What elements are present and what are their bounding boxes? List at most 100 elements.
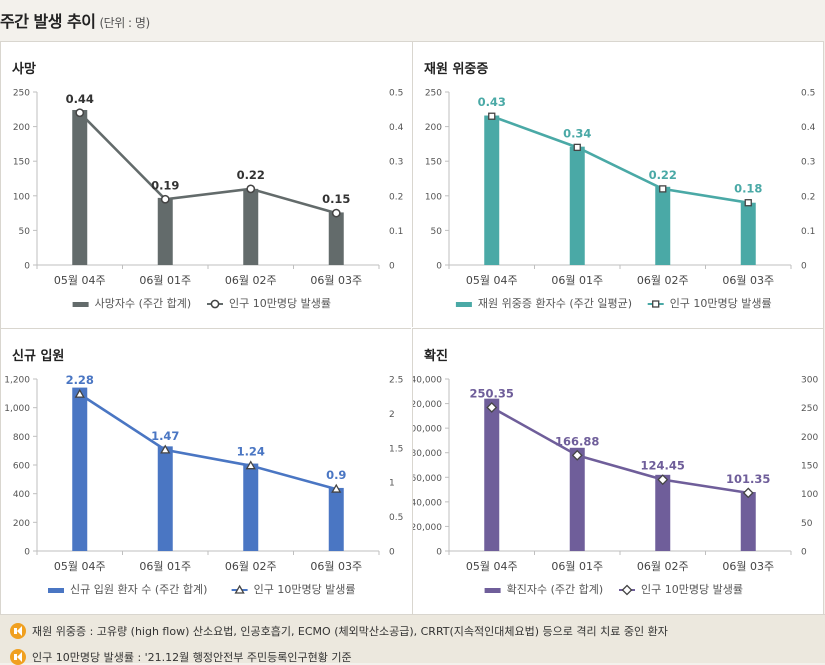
bar (157, 197, 173, 265)
line-marker (742, 487, 754, 499)
y-tick-label-right: 0.4 (389, 123, 404, 133)
y-tick-label-left: 150 (13, 158, 30, 168)
y-tick-label-left: 400 (13, 490, 30, 500)
footnote-text: 재원 위중증 : 고유량 (high flow) 산소요법, 인공호흡기, EC… (32, 625, 668, 638)
bar (328, 212, 344, 265)
legend-label-line: 인구 10만명당 발생률 (229, 297, 331, 310)
y-tick-label-right: 200 (801, 433, 818, 443)
y-tick-label-right: 0.1 (389, 227, 403, 237)
chart-svg-admission: 0 200 400 600 800 1,000 1,200 0 0.5 1 1.5 2 2.5 05월 0… (4, 373, 403, 596)
data-label: 0.43 (478, 95, 506, 109)
line-marker (486, 402, 498, 413)
y-tick-label-left: 200 (425, 123, 442, 133)
y-tick-label-right: 0.1 (801, 227, 815, 237)
page-title: 주간 발생 추이 (단위 : 명) (0, 8, 150, 32)
y-tick-label-right: 0.3 (389, 158, 403, 168)
bar (72, 387, 88, 551)
y-tick-label-left: 1,000 (4, 404, 30, 414)
y-tick-label-right: 150 (801, 462, 818, 472)
legend-label-bar: 신규 입원 환자 수 (주간 합계) (70, 583, 207, 596)
y-tick-label-right: 300 (801, 376, 818, 386)
legend-label-line: 인구 10만명당 발생률 (254, 583, 356, 596)
y-tick-label-right: 0.5 (801, 89, 815, 99)
y-tick-label-left: 80,000 (413, 449, 442, 459)
y-tick-label-left: 20,000 (413, 523, 442, 533)
line-marker (331, 483, 342, 493)
y-tick-label-left: 100 (13, 192, 30, 202)
data-label: 101.35 (726, 472, 770, 486)
line-marker (246, 184, 256, 194)
footnote-item: 재원 위중증 : 고유량 (high flow) 산소요법, 인공호흡기, EC… (10, 623, 668, 639)
series-line (78, 111, 337, 215)
bar (157, 446, 173, 551)
y-tick-label-left: 0 (436, 548, 442, 558)
footnotes: 재원 위중증 : 고유량 (high flow) 산소요법, 인공호흡기, EC… (0, 614, 825, 665)
y-tick-label-left: 250 (13, 89, 30, 99)
x-tick-label: 06월 01주 (551, 560, 603, 573)
y-tick-label-right: 0 (389, 548, 395, 558)
line-marker (160, 444, 171, 454)
y-tick-label-left: 1,200 (4, 376, 30, 386)
line-marker (75, 108, 85, 118)
x-tick-label: 06월 03주 (722, 274, 774, 287)
x-tick-label: 06월 01주 (551, 274, 603, 287)
legend-marker (234, 584, 245, 594)
panel-title: 확진 (424, 349, 448, 364)
data-label: 0.19 (151, 178, 179, 192)
x-tick-label: 06월 02주 (637, 560, 689, 573)
bar (243, 188, 259, 265)
chart-panel-severe: 재원 위중증 0 50 100 150 200 250 0 0.1 0.2 0.3 0.4 0.5 05… (412, 42, 823, 327)
line-marker (331, 208, 341, 218)
speaker-icon (10, 649, 26, 665)
panel-title: 신규 입원 (12, 349, 65, 364)
x-tick-label: 06월 03주 (310, 274, 362, 287)
y-tick-label-left: 60,000 (413, 474, 442, 484)
bar (243, 463, 259, 551)
data-label: 0.34 (563, 126, 591, 140)
data-label: 0.22 (649, 168, 677, 182)
y-tick-label-right: 250 (801, 404, 818, 414)
y-tick-label-right: 0.3 (801, 158, 815, 168)
page-title-unit: (단위 : 명) (99, 16, 150, 30)
speaker-icon (10, 623, 26, 639)
chart-grid: 사망 0 50 100 150 200 250 0 0.1 0.2 0.3 0.4 0.5 05월 04… (0, 41, 824, 615)
chart-panel-admission: 신규 입원 0 200 400 600 800 1,000 1,200 0 0.5 1 1.5 2 2.… (1, 328, 411, 614)
y-tick-label-right: 1 (389, 479, 395, 489)
chart-panel-death: 사망 0 50 100 150 200 250 0 0.1 0.2 0.3 0.4 0.5 05월 04… (1, 42, 411, 327)
x-tick-label: 06월 02주 (225, 274, 277, 287)
x-tick-label: 06월 02주 (225, 560, 277, 573)
y-tick-label-right: 0 (389, 262, 395, 272)
panel-title: 재원 위중증 (424, 62, 489, 77)
bar (569, 146, 585, 265)
y-tick-label-left: 600 (13, 462, 30, 472)
data-label: 0.44 (66, 92, 94, 106)
legend-swatch-bar (484, 588, 501, 593)
y-tick-label-right: 0 (801, 262, 807, 272)
legend-marker (210, 299, 220, 309)
y-tick-label-left: 50 (431, 227, 443, 237)
x-tick-label: 05월 04주 (466, 274, 518, 287)
x-tick-label: 06월 03주 (310, 560, 362, 573)
y-tick-label-left: 40,000 (413, 498, 442, 508)
y-tick-label-left: 0 (24, 548, 30, 558)
y-tick-label-left: 250 (425, 89, 442, 99)
y-tick-label-right: 50 (801, 519, 813, 529)
panel-title: 사망 (12, 62, 36, 77)
y-tick-label-right: 0.5 (389, 89, 403, 99)
footnote-item: 인구 10만명당 발생률 : '21.12월 행정안전부 주민등록인구현황 기준 (10, 649, 352, 665)
data-label: 0.15 (322, 192, 350, 206)
legend-label-bar: 사망자수 (주간 합계) (95, 297, 192, 310)
y-tick-label-right: 0.2 (389, 192, 403, 202)
bar (484, 115, 500, 265)
x-tick-label: 06월 03주 (722, 560, 774, 573)
line-marker (74, 388, 85, 398)
line-marker (245, 460, 256, 470)
y-tick-label-left: 200 (13, 123, 30, 133)
x-tick-label: 06월 01주 (139, 560, 191, 573)
legend-swatch-bar (72, 302, 89, 307)
y-tick-label-left: 120,000 (413, 400, 442, 410)
data-label: 250.35 (470, 386, 514, 400)
series-line (491, 114, 749, 205)
y-tick-label-left: 50 (19, 227, 31, 237)
chart-svg-severe: 0 50 100 150 200 250 0 0.1 0.2 0.3 0.4 0.5 05월 04주 06… (425, 89, 816, 311)
